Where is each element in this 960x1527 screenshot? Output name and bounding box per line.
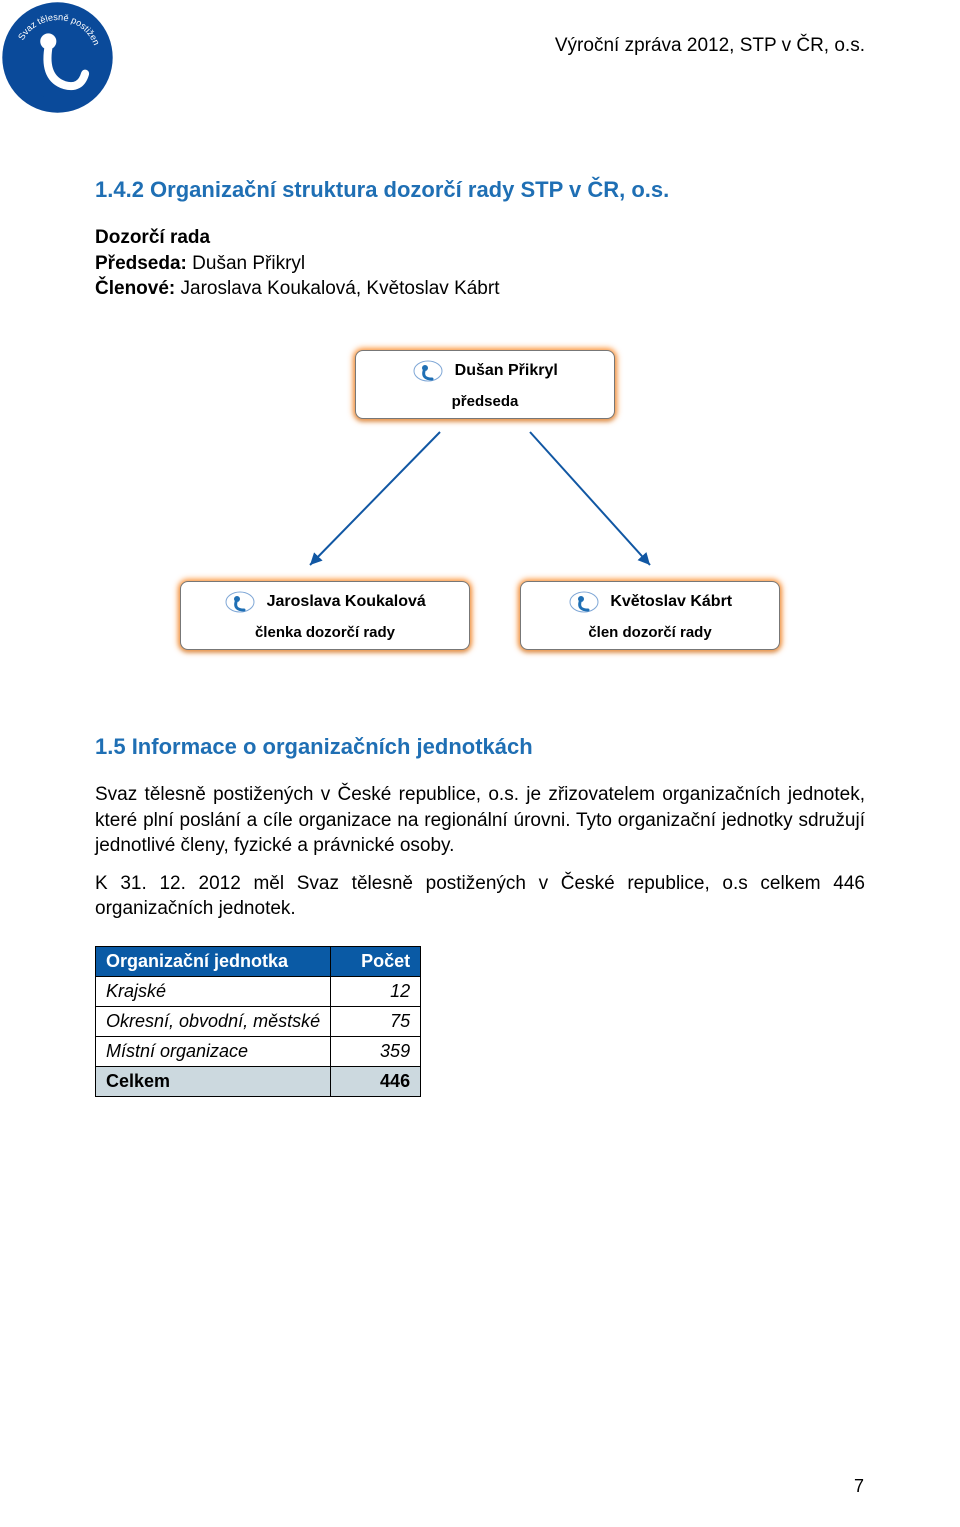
table-col-count: Počet	[331, 947, 421, 977]
org-chart-diagram: Dušan Přikryl předseda Jaroslava Koukalo…	[180, 350, 780, 650]
node-name: Květoslav Kábrt	[610, 593, 732, 611]
diagram-node-left: Jaroslava Koukalová členka dozorčí rady	[180, 581, 470, 650]
table-cell: 75	[331, 1007, 421, 1037]
node-name: Dušan Přikryl	[455, 362, 558, 380]
node-role: předseda	[366, 393, 604, 410]
page-number: 7	[854, 1476, 864, 1497]
paragraph-2: K 31. 12. 2012 měl Svaz tělesně postižen…	[95, 871, 865, 922]
chair-line: Předseda: Dušan Přikryl	[95, 251, 865, 277]
page-header: Výroční zpráva 2012, STP v ČR, o.s.	[95, 35, 865, 57]
table-total-row: Celkem 446	[96, 1067, 421, 1097]
org-logo: Svaz tělesně postižených	[0, 0, 115, 115]
table-cell: 446	[331, 1067, 421, 1097]
document-page: Svaz tělesně postižených Výroční zpráva …	[0, 0, 960, 1527]
table-row: Místní organizace 359	[96, 1037, 421, 1067]
node-icon	[412, 359, 444, 383]
table-header-row: Organizační jednotka Počet	[96, 947, 421, 977]
members-label: Členové:	[95, 278, 175, 299]
chair-name: Dušan Přikryl	[192, 253, 305, 274]
node-name: Jaroslava Koukalová	[267, 593, 426, 611]
diagram-node-top: Dušan Přikryl předseda	[355, 350, 615, 419]
table-col-unit: Organizační jednotka	[96, 947, 331, 977]
table-cell: Krajské	[96, 977, 331, 1007]
board-title: Dozorčí rada	[95, 225, 865, 251]
node-icon	[224, 590, 256, 614]
table-cell: Místní organizace	[96, 1037, 331, 1067]
section-heading-142: 1.4.2 Organizační struktura dozorčí rady…	[95, 177, 865, 203]
table-cell: Celkem	[96, 1067, 331, 1097]
node-role: člen dozorčí rady	[531, 624, 769, 641]
chair-label: Předseda:	[95, 253, 187, 274]
diagram-node-right: Květoslav Kábrt člen dozorčí rady	[520, 581, 780, 650]
node-role: členka dozorčí rady	[191, 624, 459, 641]
table-row: Okresní, obvodní, městské 75	[96, 1007, 421, 1037]
table-cell: 359	[331, 1037, 421, 1067]
section-heading-15: 1.5 Informace o organizačních jednotkách	[95, 734, 865, 760]
members-line: Členové: Jaroslava Koukalová, Květoslav …	[95, 276, 865, 302]
node-icon	[568, 590, 600, 614]
table-cell: 12	[331, 977, 421, 1007]
org-units-table: Organizační jednotka Počet Krajské 12 Ok…	[95, 946, 421, 1097]
table-row: Krajské 12	[96, 977, 421, 1007]
paragraph-1: Svaz tělesně postižených v České republi…	[95, 782, 865, 859]
members-names: Jaroslava Koukalová, Květoslav Kábrt	[181, 278, 500, 299]
table-cell: Okresní, obvodní, městské	[96, 1007, 331, 1037]
